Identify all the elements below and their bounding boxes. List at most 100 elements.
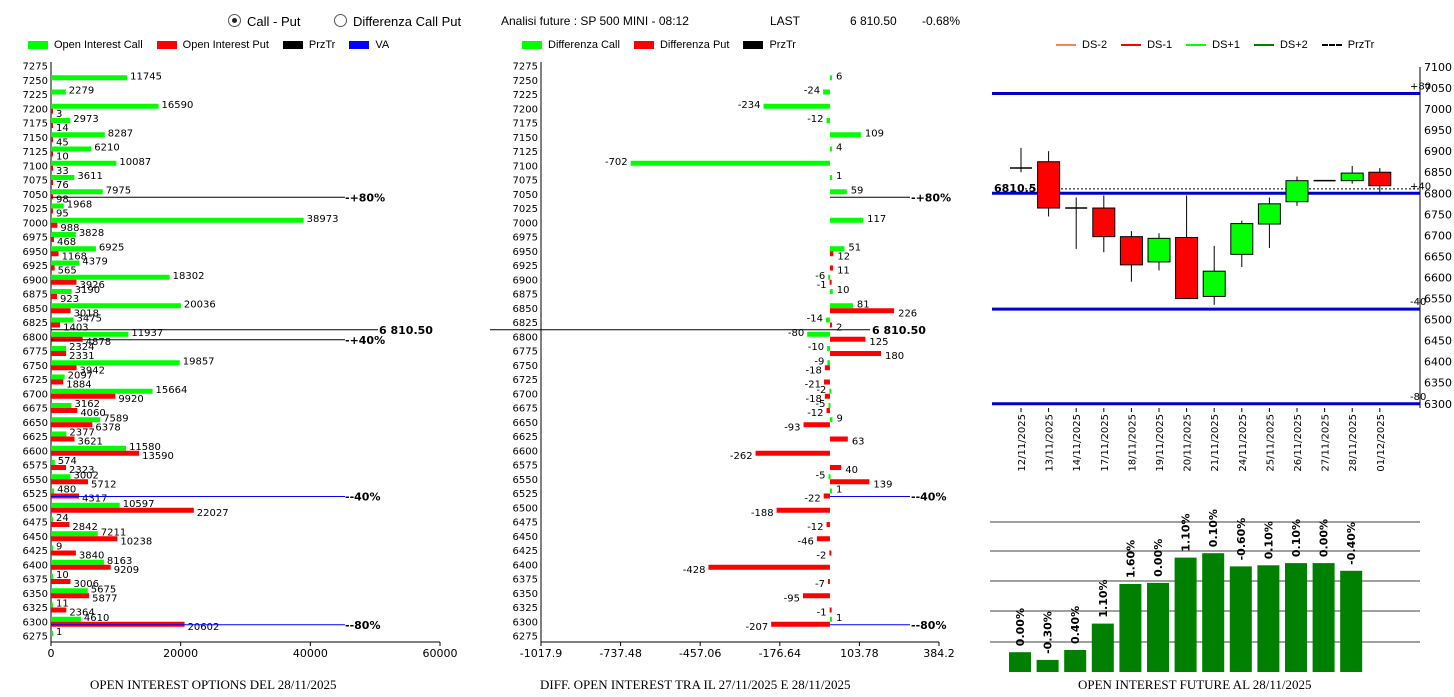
put-bar (51, 208, 53, 214)
put-value: 22027 (197, 508, 229, 519)
radio-call-put[interactable]: Call - Put (228, 14, 300, 29)
marker-label: -+80% (345, 191, 385, 204)
put-diff-bar (771, 621, 830, 627)
strike-label: 7175 (23, 119, 48, 130)
call-bar (51, 460, 55, 465)
put-bar (51, 550, 76, 556)
put-diff-bar (816, 536, 830, 542)
strike-label: 6750 (23, 361, 48, 372)
call-diff-bar (826, 118, 830, 123)
put-value: 3926 (79, 280, 104, 291)
put-diff-bar (823, 379, 830, 385)
strike-label: 7175 (513, 119, 538, 130)
diff-value: 40 (845, 465, 858, 476)
candlestick-chart: 7100 7050 7000 6950 6900 6850 6800 6750 6700 6650… (992, 61, 1452, 472)
date-label: 27/11/2025 (1321, 414, 1332, 472)
last-value: 6 810.50 (850, 14, 897, 28)
future-bar (1340, 570, 1363, 672)
call-value: 15664 (156, 385, 188, 396)
level-label: -80 (1410, 392, 1426, 403)
call-value: 1968 (67, 200, 92, 211)
call-value: 2279 (69, 86, 94, 97)
put-bar (51, 137, 53, 143)
date-label: 17/11/2025 (1100, 414, 1111, 472)
call-diff-bar (829, 75, 832, 81)
radio-differenza[interactable]: Differenza Call Put (334, 14, 461, 29)
call-bar (51, 474, 71, 480)
candle-body (1175, 237, 1199, 300)
call-diff-bar (829, 189, 847, 195)
call-bar (51, 445, 127, 451)
strike-label: 7150 (513, 133, 538, 144)
strike-label: 6450 (23, 532, 48, 543)
call-value: 4610 (84, 613, 109, 624)
strike-label: 6650 (513, 418, 538, 429)
strike-label: 6700 (23, 389, 48, 400)
x-tick-label: -176.64 (759, 647, 801, 660)
y-tick-label: 6300 (1424, 398, 1452, 411)
diff-value: -234 (738, 100, 761, 111)
call-value: 574 (58, 456, 77, 467)
date-label: 20/11/2025 (1183, 414, 1194, 472)
legend-item: VA (349, 39, 389, 51)
strike-label: 7075 (23, 176, 48, 187)
call-value: 3828 (79, 228, 104, 239)
bar-label: 0.00% (1152, 539, 1165, 577)
call-bar (51, 360, 180, 366)
x-tick-label: -737.48 (599, 647, 641, 660)
call-bar (51, 289, 72, 294)
call-value: 10597 (123, 499, 155, 510)
diff-value: 1 (836, 171, 842, 182)
call-diff-bar (825, 317, 830, 323)
diff-value: -428 (683, 565, 706, 576)
date-label: 28/11/2025 (1348, 414, 1359, 472)
strike-label: 6625 (513, 432, 538, 443)
bar-label: 1.10% (1097, 579, 1110, 617)
put-value: 10238 (120, 536, 152, 547)
bar-label: 1.10% (1180, 513, 1193, 551)
strike-label: 7200 (513, 104, 538, 115)
call-value: 38973 (307, 214, 339, 225)
caption-diff: DIFF. OPEN INTEREST TRA IL 27/11/2025 E … (540, 677, 851, 692)
put-bar (51, 536, 118, 542)
call-value: 2377 (69, 428, 94, 439)
diff-value: -95 (784, 593, 800, 604)
strike-label: 7275 (513, 62, 538, 73)
call-value: 11745 (130, 71, 162, 82)
put-value: 3018 (74, 308, 99, 319)
call-value: 6925 (99, 242, 124, 253)
strike-label: 6825 (23, 318, 48, 329)
strike-label: 6350 (23, 589, 48, 600)
marker-label: -+80% (911, 191, 951, 204)
put-value: 3621 (77, 437, 102, 448)
y-tick-label: 6950 (1424, 124, 1452, 137)
strike-label: 6825 (513, 318, 538, 329)
call-diff-bar (829, 246, 845, 252)
put-value: 1884 (66, 380, 91, 391)
legend-diff: Differenza Call Differenza Put PrzTr (522, 39, 810, 51)
page-title: Analisi future : SP 500 MINI - 08:12 (501, 14, 689, 28)
put-value: 95 (56, 209, 69, 220)
strike-label: 7025 (23, 204, 48, 215)
date-label: 18/11/2025 (1127, 414, 1138, 472)
put-value: 5877 (92, 593, 117, 604)
diff-value: -188 (751, 508, 774, 519)
call-bar (51, 346, 67, 351)
call-diff-bar (829, 388, 832, 394)
y-tick-label: 6800 (1424, 187, 1452, 200)
call-value: 11 (56, 599, 69, 610)
strike-label: 7075 (513, 176, 538, 187)
strike-label: 6275 (513, 632, 538, 643)
put-diff-bar (824, 365, 830, 371)
diff-value: -702 (605, 157, 628, 168)
diff-value: 63 (852, 437, 865, 448)
put-diff-bar (824, 393, 830, 399)
date-label: 12/11/2025 (1017, 414, 1028, 472)
x-tick-label: 0 (48, 647, 55, 660)
call-diff-bar (828, 274, 831, 280)
strike-label: 7050 (513, 190, 538, 201)
put-diff-bar (823, 493, 830, 499)
call-bar (51, 217, 304, 223)
y-tick-label: 7000 (1424, 103, 1452, 116)
strike-label: 6975 (513, 233, 538, 244)
